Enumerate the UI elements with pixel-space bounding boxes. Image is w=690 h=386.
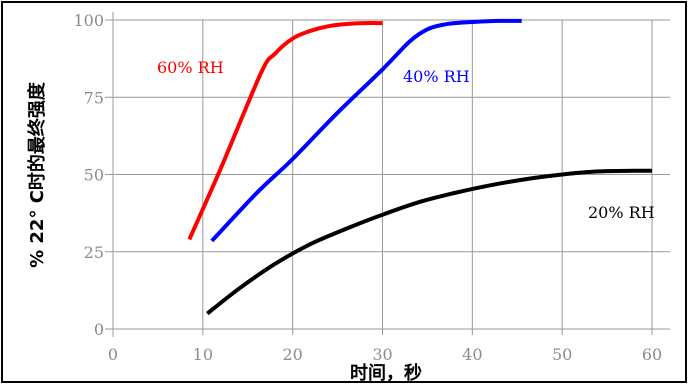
y-tick-label: 25 — [84, 243, 104, 262]
y-tick-label: 100 — [73, 11, 104, 30]
x-axis-title: 时间，秒 — [350, 362, 422, 384]
series-label: 60% RH — [157, 58, 224, 77]
series-line-40-rh — [210, 18, 522, 243]
series-label: 40% RH — [403, 67, 470, 86]
y-tick-label: 50 — [84, 166, 104, 185]
x-tick-label: 40 — [462, 345, 482, 364]
x-tick-label: 50 — [552, 345, 572, 364]
x-tick-label: 30 — [372, 345, 392, 364]
x-tick-label: 10 — [193, 345, 213, 364]
series-labels: 60% RH 40% RH 20% RH — [157, 58, 655, 222]
series-label: 20% RH — [588, 203, 655, 222]
series-line-60-rh — [187, 21, 383, 241]
y-tick-label: 75 — [84, 88, 104, 107]
y-tick-label: 0 — [94, 320, 104, 339]
axes: 0 10 20 30 40 50 60 0 25 50 75 100 — [73, 11, 662, 364]
y-axis-title: % 22° C时的最终强度 — [26, 81, 48, 268]
x-tick-label: 60 — [642, 345, 662, 364]
x-tick-label: 0 — [108, 345, 118, 364]
series-line-20-rh — [206, 168, 653, 316]
x-tick-label: 20 — [282, 345, 302, 364]
series-lines — [187, 18, 653, 316]
